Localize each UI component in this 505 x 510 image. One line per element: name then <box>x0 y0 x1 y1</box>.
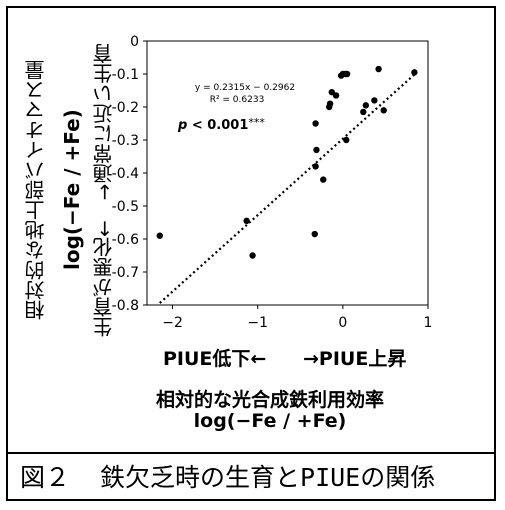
plot-area: 0 -0.1 -0.2 -0.3 -0.4 -0.5 -0.6 -0.7 -0.8 −2 −1 0 1 y… <box>112 34 433 331</box>
x-axis-title: 相対的な光合成鉄利用効率 <box>155 389 384 411</box>
data-point <box>411 69 418 76</box>
y-tick-label: -0.6 <box>112 232 139 248</box>
data-point <box>360 108 367 116</box>
y-tick-label: -0.4 <box>112 166 139 182</box>
y-axis-title: 相対的な地上部バイオマス量 <box>24 60 48 320</box>
y-tick-label: 0 <box>130 34 139 50</box>
data-point <box>343 136 350 144</box>
plot-border <box>146 40 429 306</box>
data-point <box>156 232 163 239</box>
figure-frame <box>6 6 496 501</box>
y-tick-label: -0.1 <box>112 67 139 83</box>
data-point <box>343 70 351 78</box>
y-tick-label: -0.3 <box>112 133 139 149</box>
figure-number: 図２ <box>20 463 71 492</box>
data-point <box>313 146 320 154</box>
p-value-label: p < 0.001*** <box>177 116 265 133</box>
x-tick-label: −1 <box>247 315 268 331</box>
y-axis-direction: 生育が悪化← →通常に近い生育 <box>92 43 116 337</box>
data-point <box>326 100 334 107</box>
data-point <box>243 217 250 225</box>
data-point <box>362 102 370 109</box>
x-tick-label: 1 <box>424 315 433 331</box>
r-squared-label: R² = 0.6233 <box>210 95 265 105</box>
y-tick-label: -0.5 <box>112 199 139 215</box>
y-tick-label: -0.7 <box>112 265 139 281</box>
y-tick-label: -0.8 <box>112 298 139 314</box>
trendline <box>159 73 416 304</box>
data-point <box>380 107 387 114</box>
y-axis-formula: log(−Fe / +Fe) <box>60 109 84 271</box>
data-point <box>332 92 340 99</box>
data-point <box>375 65 382 73</box>
data-point <box>312 163 319 170</box>
data-point <box>371 97 378 104</box>
x-tick-label: 0 <box>338 315 347 331</box>
x-direction-high: →PIUE上昇 <box>303 348 407 370</box>
figure-caption: 図２ 鉄欠乏時の生育とPIUEの関係 <box>20 458 435 494</box>
x-tick-label: −2 <box>162 315 183 331</box>
y-tick-label: -0.2 <box>112 100 139 116</box>
x-axis-formula: log(−Fe / +Fe) <box>193 410 347 432</box>
data-point <box>311 230 318 238</box>
y-axis-label: 相対的な地上部バイオマス量 log(−Fe / +Fe) 生育が悪化← →通常に… <box>20 40 130 340</box>
figure-caption-text: 鉄欠乏時の生育とPIUEの関係 <box>100 463 436 492</box>
trendline-equation: y = 0.2315x − 0.2962 <box>195 83 295 93</box>
x-direction-low: PIUE低下← <box>163 348 267 370</box>
caption-divider <box>6 452 496 454</box>
data-point <box>249 252 256 259</box>
data-point <box>312 120 319 127</box>
data-point <box>320 176 327 183</box>
